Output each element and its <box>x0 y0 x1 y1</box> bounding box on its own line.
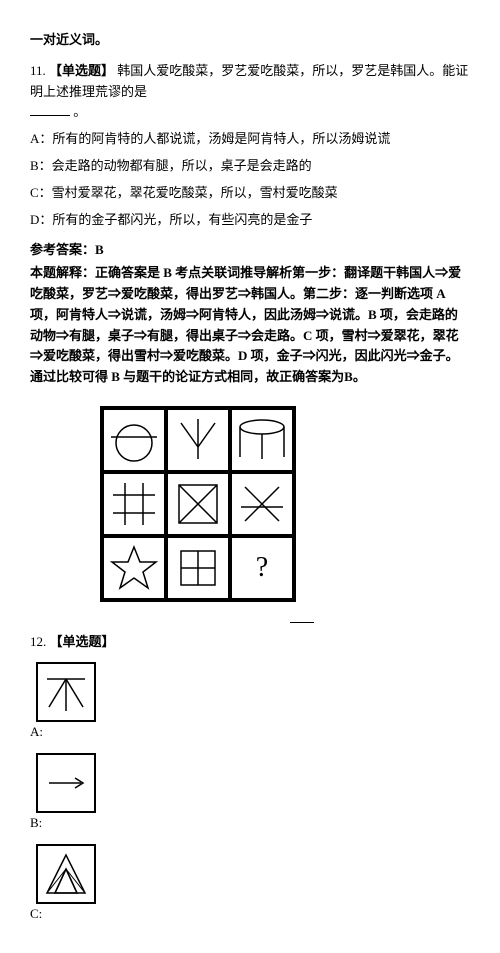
q11-stem-block: 11. 【单选题】 韩国人爱吃酸菜，罗艺爱吃酸菜，所以，罗艺是韩国人。能证明上述… <box>30 61 470 123</box>
q11-opt-c: C：雪村爱翠花，翠花爱吃酸菜，所以，雪村爱吃酸菜 <box>30 183 470 204</box>
q11-type: 【单选题】 <box>49 63 114 78</box>
cell-1-3 <box>230 408 294 472</box>
q12-opt-b-label: B: <box>30 813 466 834</box>
q12-grid: ? <box>100 406 296 602</box>
q12-underline <box>290 611 314 622</box>
q12-opt-a-label: A: <box>30 722 466 743</box>
cell-1-1 <box>102 408 166 472</box>
cell-1-2 <box>166 408 230 472</box>
q11-opt-b: B：会走路的动物都有腿，所以，桌子是会走路的 <box>30 156 470 177</box>
q12-figure: ? <box>30 406 470 630</box>
q12-option-b-figure <box>36 753 96 813</box>
cell-3-1 <box>102 536 166 600</box>
q11-explain: 本题解释：正确答案是 B 考点关联词推导解析第一步：翻译题干韩国人⇒爱吃酸菜，罗… <box>30 263 470 388</box>
q12-option-c-figure <box>36 844 96 904</box>
opt-c-icon <box>41 849 91 899</box>
q11-number: 11. <box>30 63 46 78</box>
down-arrow-icon <box>171 413 225 467</box>
circle-with-horizontal-line-icon <box>107 413 161 467</box>
cell-2-3 <box>230 472 294 536</box>
square-plus-icon <box>171 541 225 595</box>
cell-2-1 <box>102 472 166 536</box>
q11-blank <box>30 104 70 117</box>
q11-opt-a: A：所有的阿肯特的人都说谎，汤姆是阿肯特人，所以汤姆说谎 <box>30 129 470 150</box>
x-in-square-icon <box>171 477 225 531</box>
cylinder-icon <box>235 413 289 467</box>
question-mark-icon: ? <box>256 552 268 583</box>
opt-b-icon <box>41 758 91 808</box>
q12-option-a-figure <box>36 662 96 722</box>
q11-answer: 参考答案：B <box>30 240 470 261</box>
cell-3-2 <box>166 536 230 600</box>
cell-2-2 <box>166 472 230 536</box>
top-line: 一对近义词。 <box>30 30 470 51</box>
hash-icon <box>107 477 161 531</box>
q12-opt-c-label: C: <box>30 904 466 925</box>
q12-option-b-row <box>30 753 470 813</box>
opt-a-icon <box>41 667 91 717</box>
q12-option-a-row <box>30 662 470 722</box>
star-icon <box>107 541 161 595</box>
x-over-horizontal-icon <box>235 477 289 531</box>
q11-opt-d: D：所有的金子都闪光，所以，有些闪亮的是金子 <box>30 210 470 231</box>
cell-3-3: ? <box>230 536 294 600</box>
q12-type: 【单选题】 <box>50 634 115 649</box>
q12-label: 12. 【单选题】 <box>30 632 470 653</box>
q12-option-c-row <box>30 844 470 904</box>
q11-blank-suffix: 。 <box>73 104 86 119</box>
q12-number: 12. <box>30 634 46 649</box>
